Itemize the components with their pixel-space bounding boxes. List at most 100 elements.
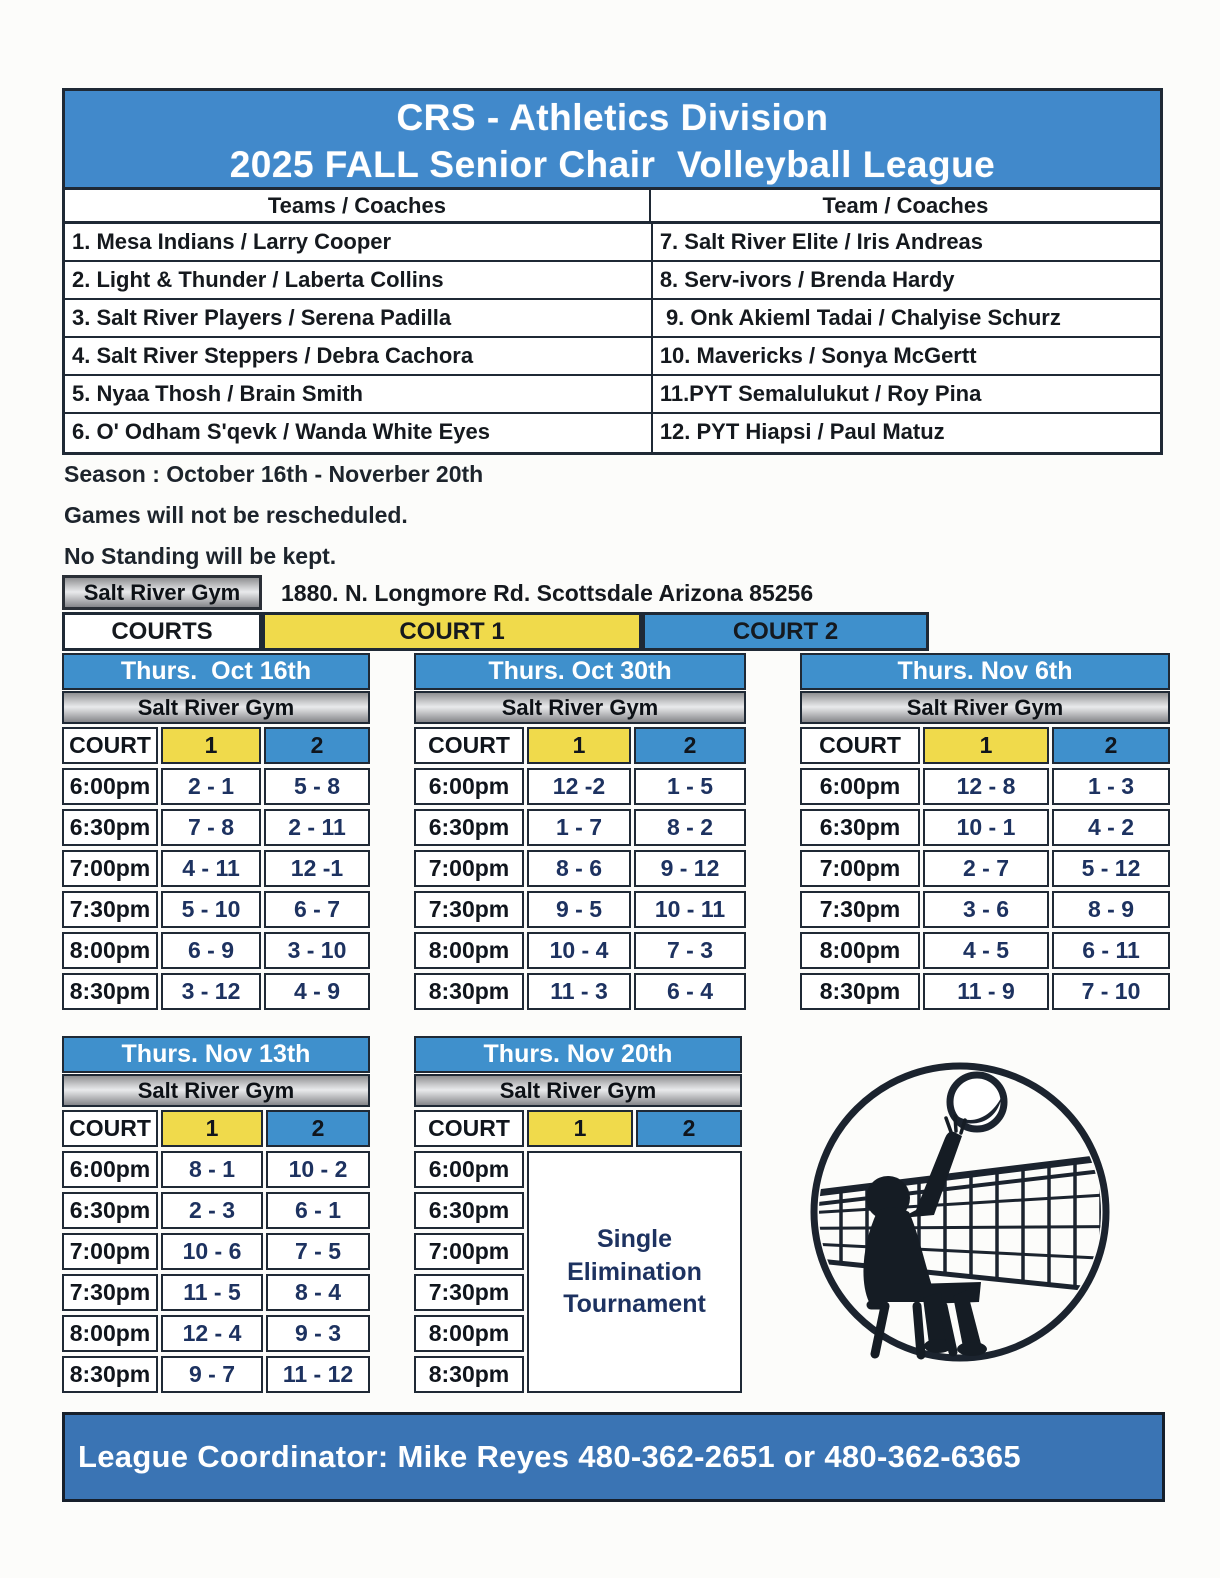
- reschedule-note: Games will not be rescheduled.: [64, 502, 408, 528]
- schedule-gym-label: Salt River Gym: [800, 691, 1170, 724]
- schedule-table-oct-30: Thurs. Oct 30th Salt River Gym COURT 1 2 6:00…: [414, 653, 746, 1010]
- schedule-table-oct-16: Thurs. Oct 16th Salt River Gym COURT 1 2 6:00…: [62, 653, 370, 1010]
- schedule-match-cell: 2 - 11: [264, 809, 370, 846]
- schedule-match-cell: 7 - 5: [266, 1233, 370, 1270]
- schedule-match-cell: 5 - 12: [1052, 850, 1170, 887]
- courts-banner-label: COURTS: [62, 612, 262, 651]
- schedule-match-cell: 4 - 5: [923, 932, 1049, 969]
- schedule-match-cell: 4 - 11: [161, 850, 261, 887]
- team-row: 8. Serv-ivors / Brenda Hardy: [650, 262, 1160, 300]
- schedule-time-cell: 7:00pm: [414, 850, 524, 887]
- schedule-time-cell: 8:30pm: [414, 973, 524, 1010]
- schedule-match-cell: 6 - 7: [264, 891, 370, 928]
- team-row: 6. O' Odham S'qevk / Wanda White Eyes: [72, 419, 490, 444]
- schedule-match-cell: 12 -2: [527, 768, 631, 805]
- court-column-label: COURT: [62, 727, 158, 764]
- teams-table: Teams / Coaches Team / Coaches 1. Mesa I…: [62, 190, 1163, 455]
- court-1-header: 1: [161, 1110, 263, 1147]
- volleyball-ball-icon: [946, 1071, 1008, 1133]
- schedule-match-cell: 11 - 3: [527, 973, 631, 1010]
- league-coordinator-banner: League Coordinator: Mike Reyes 480-362-2…: [62, 1412, 1165, 1502]
- schedule-time-cell: 6:30pm: [62, 1192, 158, 1229]
- schedule-match-cell: 6 - 1: [266, 1192, 370, 1229]
- schedule-gym-label: Salt River Gym: [414, 1074, 742, 1107]
- schedule-match-cell: 5 - 10: [161, 891, 261, 928]
- schedule-match-cell: 7 - 10: [1052, 973, 1170, 1010]
- schedule-time-cell: 7:30pm: [800, 891, 920, 928]
- court-column-label: COURT: [414, 727, 524, 764]
- schedule-table-nov-6: Thurs. Nov 6th Salt River Gym COURT 1 2 6:00p…: [800, 653, 1170, 1010]
- schedule-match-cell: 10 - 6: [161, 1233, 263, 1270]
- schedule-match-cell: 3 - 12: [161, 973, 261, 1010]
- schedule-time-cell: 7:00pm: [800, 850, 920, 887]
- schedule-match-cell: 1 - 3: [1052, 768, 1170, 805]
- team-row: 4. Salt River Steppers / Debra Cachora: [65, 338, 651, 376]
- schedule-time-cell: 8:00pm: [62, 932, 158, 969]
- schedule-match-cell: 10 - 4: [527, 932, 631, 969]
- schedule-match-cell: 7 - 8: [161, 809, 261, 846]
- schedule-match-cell: 12 - 8: [923, 768, 1049, 805]
- schedule-match-cell: 8 - 6: [527, 850, 631, 887]
- team-row: 3. Salt River Players / Serena Padilla: [65, 300, 651, 338]
- schedule-match-cell: 8 - 4: [266, 1274, 370, 1311]
- schedule-match-cell: 9 - 7: [161, 1356, 263, 1393]
- schedule-match-cell: 8 - 9: [1052, 891, 1170, 928]
- volleyball-net-icon: [819, 1153, 1101, 1294]
- title-line-2: 2025 FALL Senior Chair Volleyball League: [229, 144, 996, 185]
- schedule-time-cell: 8:00pm: [414, 932, 524, 969]
- schedule-time-cell: 6:30pm: [800, 809, 920, 846]
- ring-outline-icon: [810, 1062, 1110, 1362]
- court-2-header: 2: [634, 727, 746, 764]
- schedule-match-cell: 6 - 11: [1052, 932, 1170, 969]
- season-note: Season : October 16th - Noverber 20th: [64, 461, 484, 487]
- schedule-match-cell: 8 - 1: [161, 1151, 263, 1188]
- court-1-banner: COURT 1: [262, 612, 642, 651]
- team-row: 2. Light & Thunder / Laberta Collins: [65, 262, 651, 300]
- schedule-time-cell: 7:30pm: [62, 891, 158, 928]
- schedule-match-cell: 2 - 1: [161, 768, 261, 805]
- schedule-date-header: Thurs. Nov 13th: [62, 1036, 370, 1073]
- schedule-match-cell: 12 -1: [264, 850, 370, 887]
- schedule-match-cell: 10 - 1: [923, 809, 1049, 846]
- schedule-match-cell: 6 - 4: [634, 973, 746, 1010]
- schedule-time-cell: 8:30pm: [414, 1356, 524, 1393]
- team-row: 7. Salt River Elite / Iris Andreas: [650, 224, 1160, 262]
- teams-table-body: 1. Mesa Indians / Larry Cooper 7. Salt R…: [65, 224, 1160, 452]
- court-2-header: 2: [266, 1110, 370, 1147]
- court-column-label: COURT: [62, 1110, 158, 1147]
- court-1-header: 1: [923, 727, 1049, 764]
- schedule-date-header: Thurs. Nov 6th: [800, 653, 1170, 690]
- schedule-match-cell: 9 - 5: [527, 891, 631, 928]
- schedule-time-cell: 8:00pm: [62, 1315, 158, 1352]
- schedule-match-cell: 12 - 4: [161, 1315, 263, 1352]
- team-row: 1. Mesa Indians / Larry Cooper: [65, 224, 651, 262]
- schedule-match-cell: 3 - 6: [923, 891, 1049, 928]
- schedule-time-cell: 6:00pm: [800, 768, 920, 805]
- schedule-match-cell: 4 - 2: [1052, 809, 1170, 846]
- schedule-date-header: Thurs. Oct 30th: [414, 653, 746, 690]
- schedule-time-cell: 6:00pm: [414, 768, 524, 805]
- schedule-match-cell: 4 - 9: [264, 973, 370, 1010]
- schedule-time-cell: 7:30pm: [62, 1274, 158, 1311]
- schedule-gym-label: Salt River Gym: [414, 691, 746, 724]
- schedule-match-cell: 11 - 5: [161, 1274, 263, 1311]
- schedule-time-cell: 8:30pm: [62, 973, 158, 1010]
- court-1-header: 1: [161, 727, 261, 764]
- court-1-header: 1: [527, 727, 631, 764]
- schedule-time-cell: 6:00pm: [414, 1151, 524, 1188]
- schedule-time-cell: 6:00pm: [62, 1151, 158, 1188]
- title-banner: CRS - Athletics Division 2025 FALL Senio…: [62, 88, 1163, 190]
- schedule-time-cell: 6:30pm: [62, 809, 158, 846]
- schedule-match-cell: 1 - 5: [634, 768, 746, 805]
- schedule-match-cell: 9 - 12: [634, 850, 746, 887]
- schedule-match-cell: 3 - 10: [264, 932, 370, 969]
- gym-name-box: Salt River Gym: [62, 575, 262, 610]
- schedule-match-cell: 5 - 8: [264, 768, 370, 805]
- schedule-time-cell: 6:00pm: [62, 768, 158, 805]
- team-row: 11.PYT Semalulukut / Roy Pina: [650, 376, 1160, 414]
